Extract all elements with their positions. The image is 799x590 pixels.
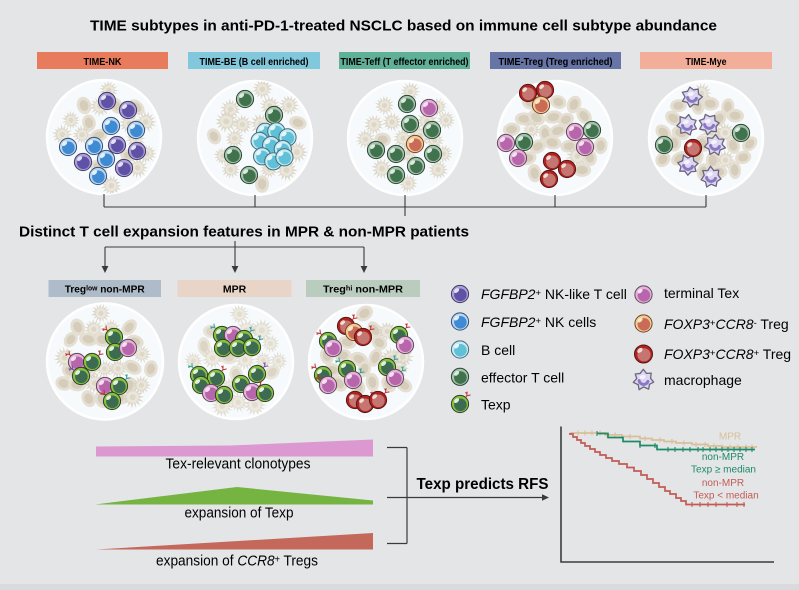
svg-text:effector T cell: effector T cell — [481, 369, 564, 385]
svg-text:non-MPR: non-MPR — [702, 452, 744, 463]
svg-text:Texp: Texp — [481, 397, 511, 413]
svg-text:Tex-relevant clonotypes: Tex-relevant clonotypes — [166, 455, 311, 472]
svg-text:Treglow non-MPR: Treglow non-MPR — [65, 284, 145, 296]
svg-text:Treghi non-MPR: Treghi non-MPR — [323, 284, 403, 296]
svg-text:non-MPR: non-MPR — [702, 478, 744, 489]
svg-text:Texp ≥ median: Texp ≥ median — [691, 464, 756, 475]
svg-text:TIME-Treg (Treg enriched): TIME-Treg (Treg enriched) — [499, 57, 613, 68]
svg-text:FOXP3+CCR8+ Treg: FOXP3+CCR8+ Treg — [664, 346, 791, 362]
svg-text:FGFBP2+ NK cells: FGFBP2+ NK cells — [481, 314, 596, 330]
svg-text:Texp < median: Texp < median — [693, 490, 758, 501]
svg-text:MPR: MPR — [223, 284, 247, 296]
svg-text:TIME-Mye: TIME-Mye — [686, 57, 727, 68]
svg-text:FOXP3+CCR8- Treg: FOXP3+CCR8- Treg — [664, 316, 789, 332]
svg-text:Texp predicts RFS: Texp predicts RFS — [417, 476, 549, 493]
svg-text:macrophage: macrophage — [664, 372, 742, 388]
svg-text:TIME-BE (B cell enriched): TIME-BE (B cell enriched) — [200, 57, 309, 68]
svg-text:expansion of CCR8+ Tregs: expansion of CCR8+ Tregs — [156, 553, 318, 570]
svg-text:terminal Tex: terminal Tex — [664, 285, 739, 301]
svg-text:TIME subtypes in anti-PD-1-tre: TIME subtypes in anti-PD-1-treated NSCLC… — [90, 18, 717, 35]
svg-text:MPR: MPR — [719, 432, 741, 443]
svg-text:FGFBP2+ NK-like T cell: FGFBP2+ NK-like T cell — [481, 286, 627, 302]
svg-text:Distinct T cell expansion feat: Distinct T cell expansion features in MP… — [19, 224, 469, 241]
svg-text:B cell: B cell — [481, 342, 515, 358]
svg-text:expansion of Texp: expansion of Texp — [185, 504, 294, 521]
svg-text:TIME-NK: TIME-NK — [84, 57, 123, 68]
svg-text:TIME-Teff (T effector enriched: TIME-Teff (T effector enriched) — [341, 57, 469, 68]
